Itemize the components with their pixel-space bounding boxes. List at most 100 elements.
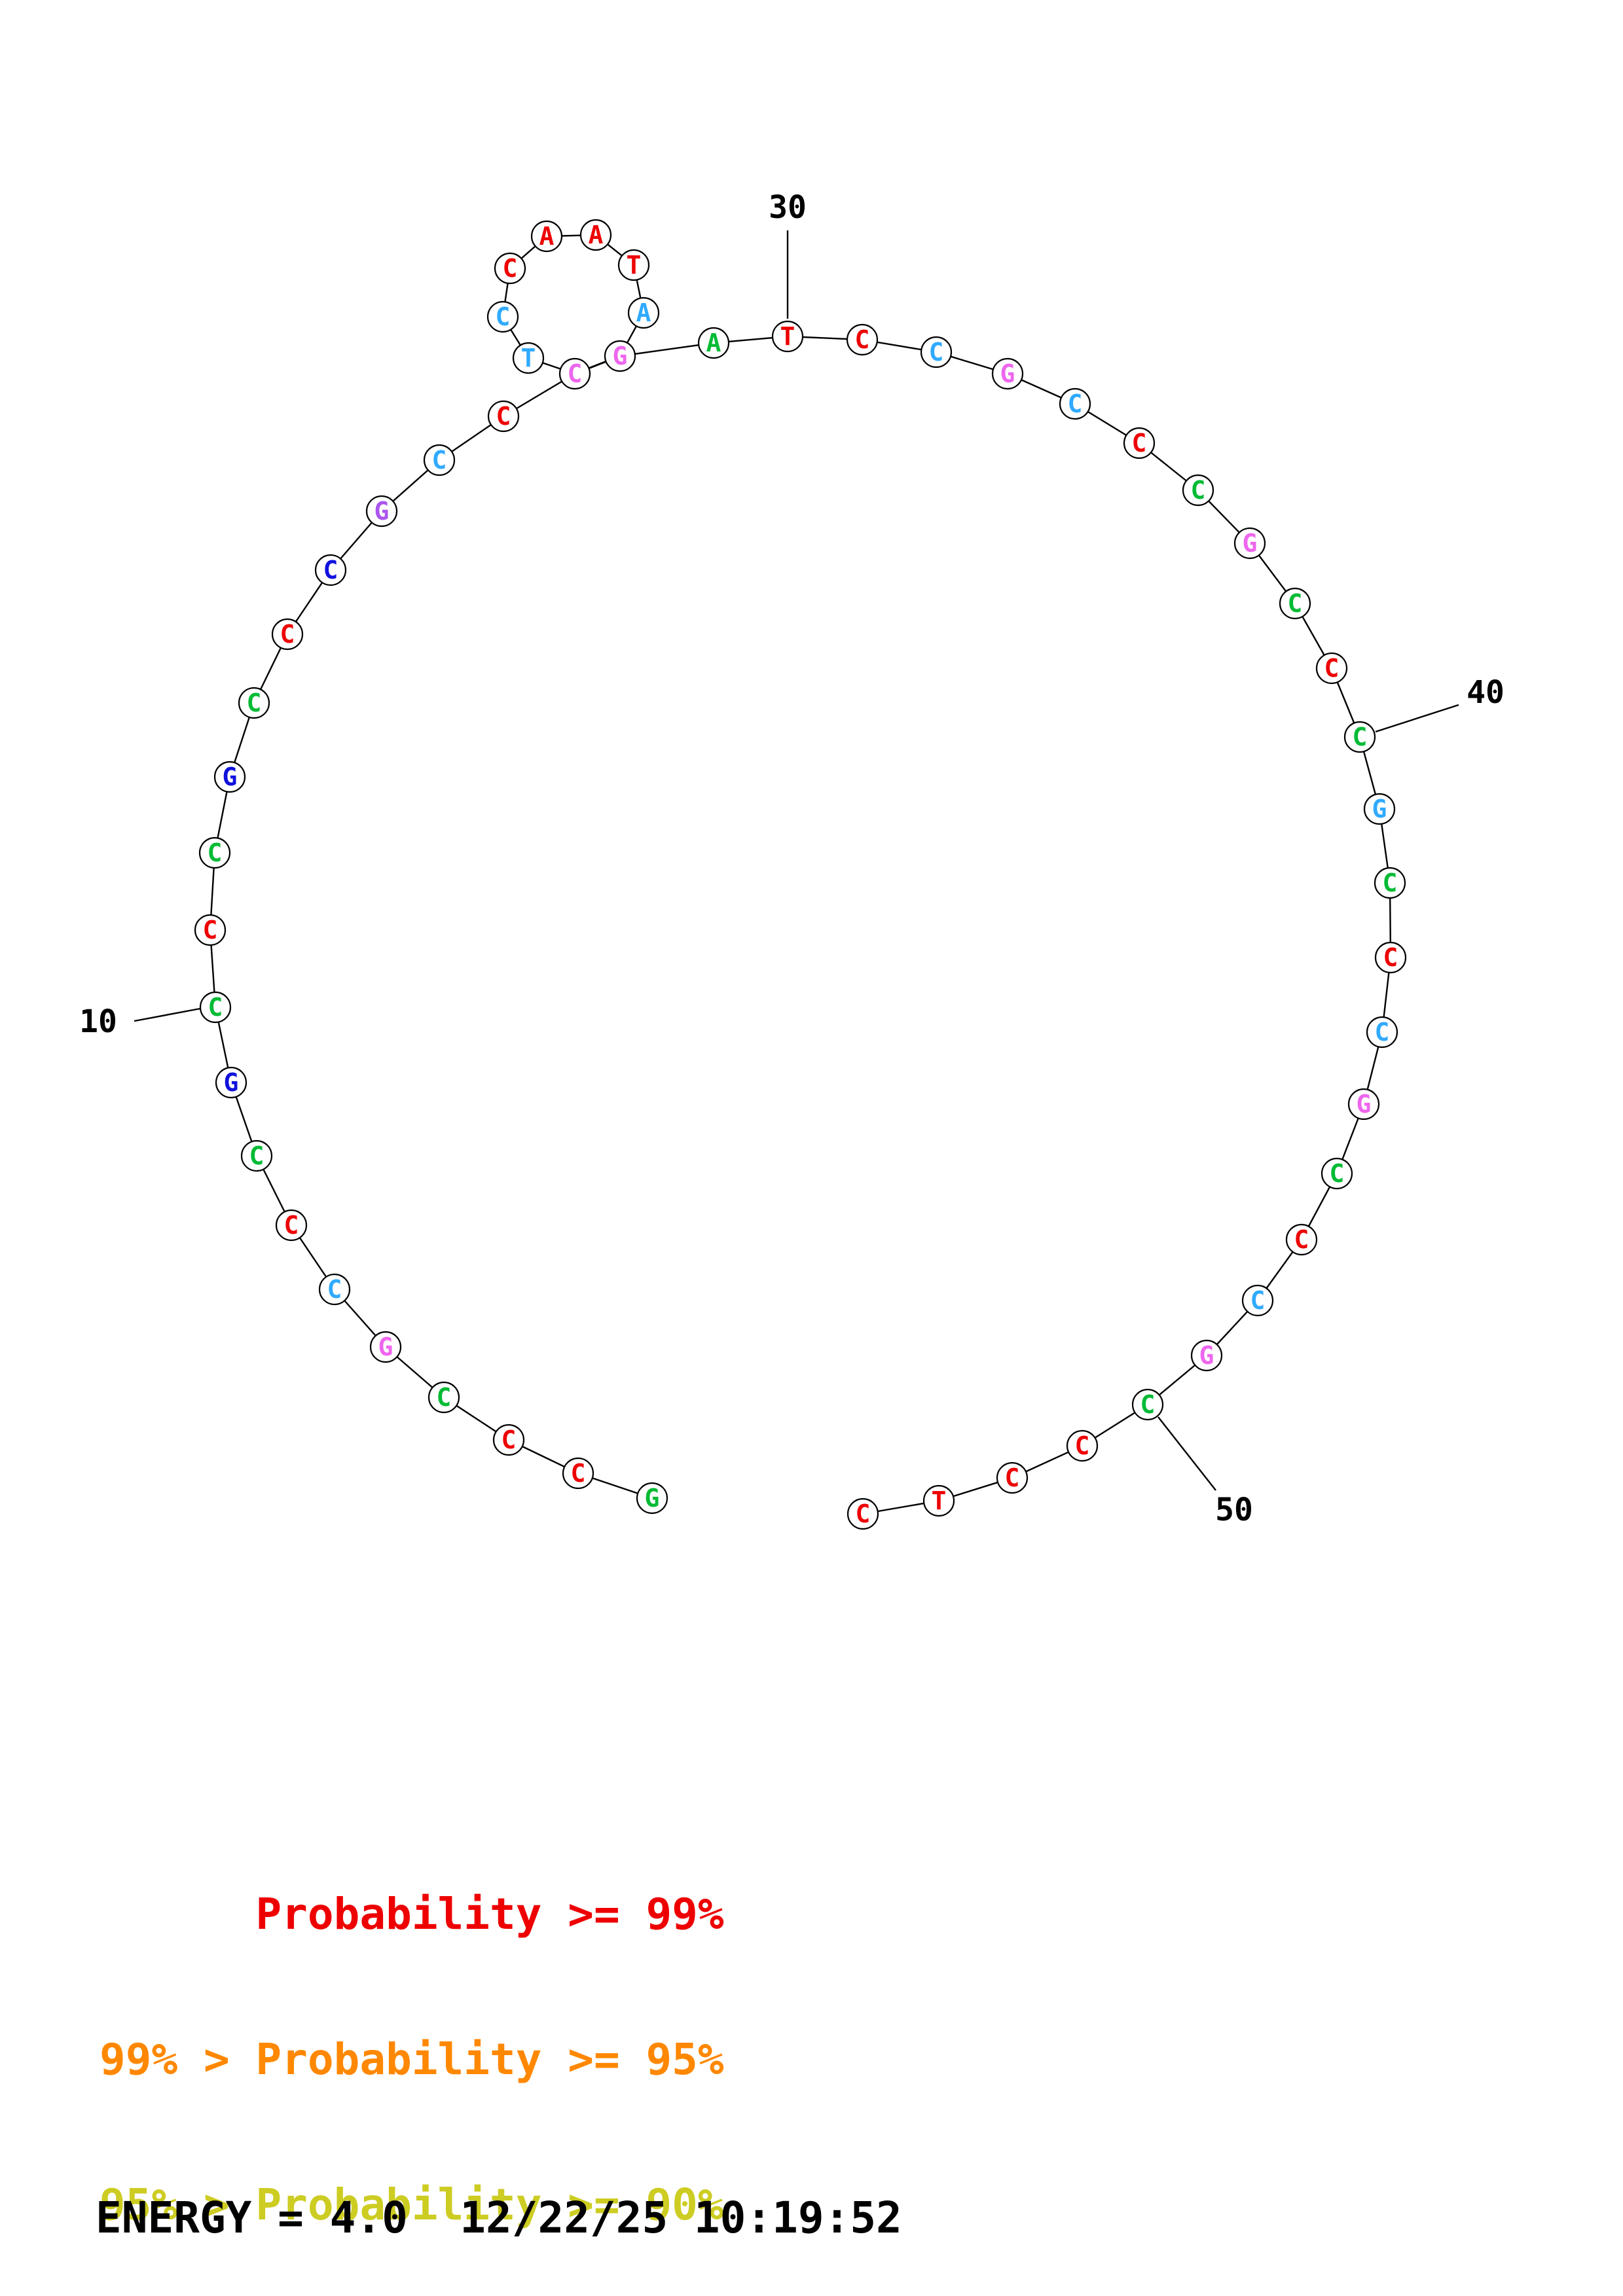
nucleotide-letter: C [568, 359, 583, 388]
nucleotide-circle [1347, 1088, 1380, 1121]
nucleotide-circle [1190, 1339, 1223, 1372]
nucleotide-circle [920, 336, 953, 368]
nucleotide-circle [1233, 527, 1266, 560]
nucleotide-circle [627, 296, 660, 329]
nucleotide-circle [846, 323, 879, 356]
position-label: 10 [79, 1003, 117, 1040]
nucleotide-letter: C [1330, 1159, 1345, 1188]
nucleotide-circle [198, 836, 231, 869]
nucleotide-letter: C [327, 1275, 342, 1304]
nucleotide-letter: G [224, 1068, 239, 1097]
nucleotide-letter: C [1191, 476, 1206, 505]
nucleotide-letter: C [1383, 943, 1398, 972]
nucleotide-letter: C [1324, 654, 1340, 683]
backbone-bonds [209, 234, 1392, 1515]
nucleotide-letter: T [780, 322, 795, 351]
nucleotide-circle [1182, 474, 1214, 507]
position-label: 50 [1215, 1492, 1253, 1528]
nucleotide-circle [275, 1209, 308, 1242]
nucleotide-letter: C [247, 689, 262, 717]
nucleotide-letter: T [932, 1486, 947, 1515]
nucleotide-circle [365, 495, 398, 528]
nucleotide-circle [1066, 1429, 1099, 1462]
nucleotide-letter: C [571, 1459, 586, 1488]
nucleotide-letter: G [223, 762, 238, 791]
nucleotide-letter: G [1357, 1090, 1372, 1119]
nucleotide-letter: C [1383, 869, 1398, 897]
nucleotide-circle [314, 554, 347, 586]
nucleotide-letter: G [1372, 795, 1387, 823]
nucleotide-circle [199, 991, 232, 1024]
nucleotide-circle [1363, 793, 1396, 825]
nucleotide-circle [636, 1482, 668, 1515]
nucleotide-letter: A [539, 222, 555, 251]
nucleotide-letter: C [1288, 589, 1303, 618]
nucleotide-circle [996, 1462, 1029, 1494]
nucleotide-letter: G [645, 1484, 660, 1513]
nucleotide-circle [238, 687, 270, 719]
nucleotide-circles [194, 219, 1407, 1530]
nucleotide-circle [697, 327, 730, 359]
nucleotide-circle [240, 1139, 273, 1172]
nucleotide-letter: C [203, 916, 218, 944]
nucleotide-letter: C [280, 620, 295, 649]
nucleotide-letter: C [1005, 1463, 1020, 1492]
nucleotide-letter: C [1068, 389, 1083, 418]
nucleotide-circle [486, 300, 519, 333]
nucleotide-letter: C [496, 302, 511, 331]
nucleotide-circle [512, 342, 545, 374]
nucleotide-letter: C [1132, 429, 1147, 457]
nucleotide-circle [1131, 1388, 1164, 1421]
nucleotide-letter: G [1199, 1341, 1214, 1370]
nucleotide-circle [922, 1484, 955, 1517]
nucleotide-circle [215, 1066, 247, 1099]
nucleotide-circle [494, 252, 526, 285]
nucleotide-letter: G [613, 342, 628, 370]
nucleotide-letter: C [1075, 1431, 1090, 1460]
nucleotide-letter: G [374, 497, 390, 526]
nucleotide-letter: C [1375, 1018, 1390, 1047]
label-ticks [134, 230, 1459, 1491]
nucleotide-circle [194, 914, 227, 946]
nucleotide-letter: T [627, 251, 642, 279]
nucleotide-circle [369, 1331, 402, 1363]
nucleotide-circle [604, 340, 636, 372]
nucleotide-letter: C [284, 1211, 299, 1240]
nucleotide-circle [1279, 587, 1311, 620]
nucleotide-circle [428, 1381, 460, 1414]
nucleotide-circle [562, 1457, 594, 1490]
nucleotide-letter: C [208, 838, 223, 867]
nucleotide-circle [423, 444, 456, 476]
nucleotide-circle [847, 1498, 879, 1530]
position-label: 30 [769, 189, 807, 226]
nucleotide-letter: A [706, 329, 721, 357]
nucleotide-circle [1366, 1016, 1398, 1049]
nucleotide-letter: G [1243, 529, 1258, 558]
nucleotide-letter: G [378, 1333, 393, 1361]
nucleotide-circle [213, 761, 246, 793]
nucleotide-circle [530, 220, 563, 253]
nucleotide-circle [1285, 1223, 1318, 1256]
nucleotide-letter: C [503, 254, 518, 283]
nucleotide-letter: C [323, 556, 338, 584]
nucleotide-letter: C [929, 338, 944, 367]
nucleotide-circle [558, 357, 591, 390]
nucleotide-circle [617, 249, 650, 281]
nucleotide-letter: C [501, 1426, 517, 1454]
nucleotide-letter: C [437, 1383, 452, 1412]
energy-readout: ENERGY = 4.0 12/22/25 10:19:52 [96, 2193, 902, 2243]
nucleotide-circle [271, 618, 304, 651]
position-labels: 30 40 10 50 [79, 189, 1504, 1528]
nucleotide-letter: C [496, 402, 511, 431]
nucleotide-circle [318, 1273, 351, 1306]
nucleotide-letter: C [1294, 1225, 1309, 1254]
nucleotide-letter: G [1000, 359, 1015, 388]
nucleotide-circle [487, 400, 520, 433]
nucleotide-circle [1241, 1284, 1274, 1317]
nucleotide-letter: A [636, 298, 651, 327]
nucleotide-letter: C [1250, 1286, 1266, 1315]
position-label: 40 [1467, 674, 1504, 711]
position-tick [1158, 1416, 1216, 1491]
nucleotide-circle [1321, 1157, 1353, 1190]
